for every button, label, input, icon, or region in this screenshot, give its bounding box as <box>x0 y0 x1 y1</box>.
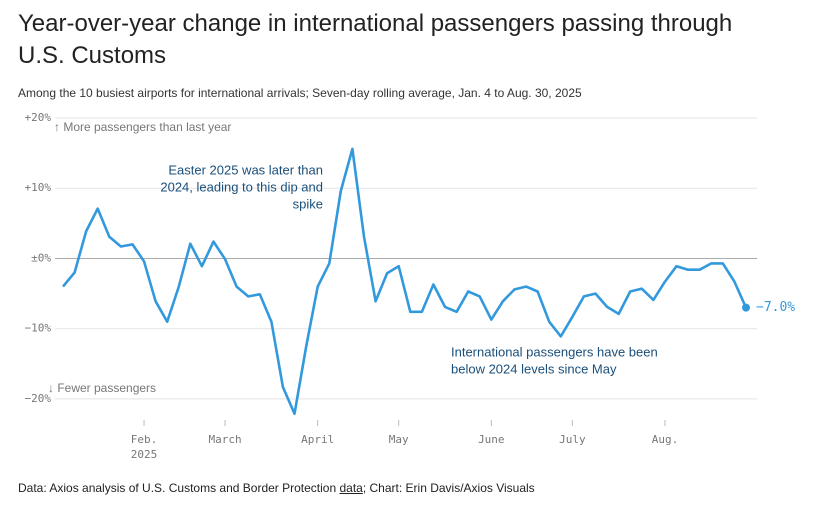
source-text: Data: Axios analysis of U.S. Customs and… <box>18 481 340 495</box>
chart-title: Year-over-year change in international p… <box>18 10 733 69</box>
line <box>61 147 748 415</box>
x-tick-label-line: 2025 <box>131 448 158 461</box>
source: Data: Axios analysis of U.S. Customs and… <box>18 481 535 495</box>
y-tick-label: +10% <box>25 181 52 194</box>
y-tick-label: −10% <box>25 322 52 335</box>
y-tick-label: ±0% <box>31 251 51 264</box>
source-text: ; Chart: Erin Davis/Axios Visuals <box>362 481 535 495</box>
x-tick-label: July <box>559 433 586 446</box>
x-tick-label: Aug. <box>652 433 679 446</box>
chart: +20% +10% ±0% −10% −20% Feb. 2025 March April May… <box>25 111 796 461</box>
x-tick-label: March <box>209 433 242 446</box>
annotation: below 2024 levels since May <box>451 361 617 376</box>
annotation: International passengers have been <box>451 344 658 359</box>
annotation: ↓ Fewer passengers <box>48 381 156 395</box>
annotation: 2024, leading to this dip and <box>160 179 323 194</box>
value-label: −7.0% <box>756 300 795 315</box>
x-tick-label: April <box>301 433 334 446</box>
annotation: ↑ More passengers than last year <box>54 120 231 134</box>
y-tick-label: +20% <box>25 111 52 124</box>
x-tick-label: June <box>478 433 505 446</box>
x-tick-label: Feb. 2025 <box>131 433 158 461</box>
subtitle: Among the 10 busiest airports for intern… <box>18 86 582 100</box>
annotation: Easter 2025 was later than <box>168 162 323 177</box>
end-dot <box>742 303 750 312</box>
x-tick-label-line: Feb. <box>131 433 158 446</box>
source-link[interactable]: data <box>339 481 363 495</box>
x-tick-label: May <box>389 433 409 446</box>
y-tick-label: −20% <box>25 392 52 405</box>
annotation: spike <box>293 196 323 211</box>
